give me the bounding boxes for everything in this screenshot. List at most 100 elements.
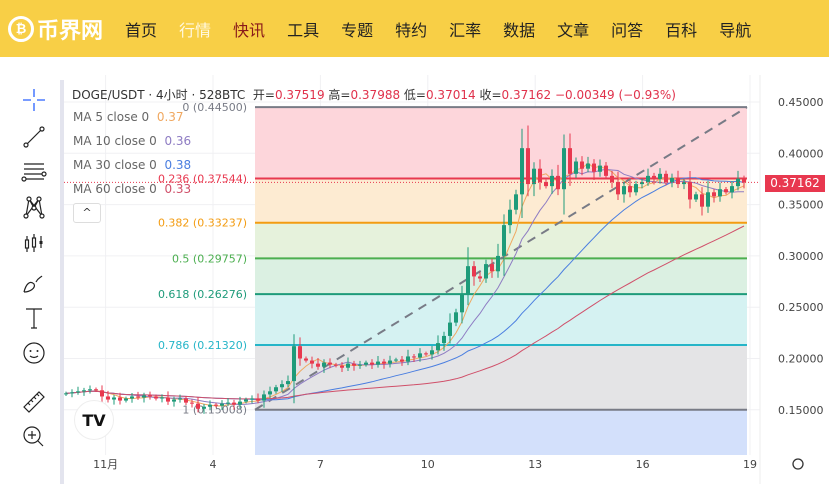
candle-body — [100, 390, 104, 397]
candle-body — [406, 356, 410, 362]
candle-body — [226, 402, 230, 404]
ma-line — [65, 168, 744, 406]
ma-label: MA 30 close 0 — [73, 158, 157, 172]
candle-body — [70, 392, 74, 394]
nav-item[interactable]: 特约 — [395, 20, 428, 40]
nav-item[interactable]: 文章 — [557, 20, 590, 40]
candle-body — [106, 396, 110, 400]
candle-body — [136, 396, 140, 398]
tradingview-logo[interactable]: TV — [74, 400, 114, 440]
candle-body — [196, 403, 200, 409]
settings-icon[interactable] — [792, 458, 804, 470]
candle-body — [592, 163, 596, 172]
candle-body — [742, 178, 746, 183]
fib-retracement-icon[interactable] — [20, 158, 48, 186]
candle-body — [130, 396, 134, 399]
nav-item[interactable]: 汇率 — [449, 20, 482, 40]
brush-icon[interactable] — [20, 268, 48, 296]
candle-body — [346, 363, 350, 368]
zoom-in-icon[interactable] — [20, 423, 48, 451]
logo[interactable]: ₿ 币界网 — [8, 13, 103, 45]
pattern-icon[interactable] — [20, 194, 48, 222]
candle-body — [676, 177, 680, 185]
candle-body — [76, 391, 80, 393]
candle-body — [460, 294, 464, 313]
ma-legend-item[interactable]: MA 10 close 0 0.36 — [73, 134, 191, 148]
candle-body — [556, 175, 560, 190]
candle-body — [148, 395, 152, 397]
collapse-legend-button[interactable]: ^ — [73, 203, 101, 223]
ruler-icon[interactable] — [20, 388, 48, 416]
crosshair-icon[interactable] — [20, 86, 48, 114]
emoji-icon[interactable] — [20, 339, 48, 367]
low-value: 0.37014 — [425, 88, 476, 102]
candle-body — [292, 346, 296, 382]
ma-legend-item[interactable]: MA 60 close 0 0.33 — [73, 182, 191, 196]
open-label: 开= — [252, 88, 275, 102]
candle-body — [418, 353, 422, 358]
nav-item[interactable]: 专题 — [341, 20, 374, 40]
candle-body — [244, 399, 248, 402]
symbol-legend: DOGE/USDT · 4小时 · 528BTC 开=0.37519 高=0.3… — [72, 86, 676, 103]
candle-body — [64, 393, 68, 395]
nav-item[interactable]: 工具 — [287, 20, 320, 40]
candle-body — [172, 399, 176, 402]
candle-body — [202, 406, 206, 409]
candle-body — [208, 404, 212, 407]
candle-body — [268, 391, 272, 395]
fib-zone — [255, 178, 747, 223]
ma-legend-item[interactable]: MA 30 close 0 0.38 — [73, 158, 191, 172]
price-tick-label: 0.45000 — [778, 96, 824, 109]
candle-body — [526, 148, 530, 185]
candle-body — [232, 402, 236, 405]
change-value: −0.00349 (−0.93%) — [554, 88, 676, 102]
candle-body — [124, 398, 128, 401]
trend-line-icon[interactable] — [20, 123, 48, 151]
candle-body — [490, 264, 494, 272]
nav-item[interactable]: 导航 — [719, 20, 752, 40]
nav-item[interactable]: 首页 — [125, 20, 158, 40]
nav-item[interactable]: 问答 — [611, 20, 644, 40]
time-tick-label: 11月 — [93, 458, 118, 471]
ma-label: MA 60 close 0 — [73, 182, 157, 196]
current-price-tag: 0.37162 — [765, 175, 825, 192]
bitcoin-icon: ₿ — [8, 15, 34, 42]
candle-body — [94, 389, 98, 391]
candle-body — [520, 148, 524, 195]
nav-item[interactable]: 百科 — [665, 20, 698, 40]
price-tick-label: 0.25000 — [778, 301, 824, 314]
candle-body — [442, 335, 446, 344]
candle-body — [310, 360, 314, 364]
candle-body — [544, 182, 548, 187]
candle-body — [628, 186, 632, 193]
nav-item[interactable]: 行情 — [179, 20, 212, 40]
nav-item[interactable]: 快讯 — [233, 20, 266, 40]
candle-body — [532, 168, 536, 185]
candle-body — [484, 264, 488, 279]
candle-body — [82, 390, 86, 392]
candle-body — [154, 396, 158, 399]
time-tick-label: 10 — [421, 458, 435, 471]
candle-body — [604, 165, 608, 176]
prediction-icon[interactable] — [20, 230, 48, 258]
high-value: 0.37988 — [350, 88, 401, 102]
candle-body — [250, 398, 254, 400]
candle-body — [646, 175, 650, 183]
nav-item[interactable]: 数据 — [503, 20, 536, 40]
fib-zone — [255, 107, 747, 179]
candle-body — [472, 266, 476, 277]
ma-label: MA 10 close 0 — [73, 134, 157, 148]
candle-body — [616, 182, 620, 195]
symbol-title[interactable]: DOGE/USDT · 4小时 · 528BTC — [72, 88, 246, 102]
candle-body — [274, 387, 278, 392]
text-icon[interactable] — [20, 304, 48, 332]
ma-legend-item[interactable]: MA 5 close 0 0.37 — [73, 110, 184, 124]
fib-zone — [255, 409, 747, 455]
candle-body — [634, 184, 638, 193]
candle-body — [736, 178, 740, 187]
candle-body — [652, 175, 656, 179]
trend-line — [254, 106, 748, 411]
candle-body — [112, 397, 116, 400]
price-tick-label: 0.20000 — [778, 353, 824, 366]
